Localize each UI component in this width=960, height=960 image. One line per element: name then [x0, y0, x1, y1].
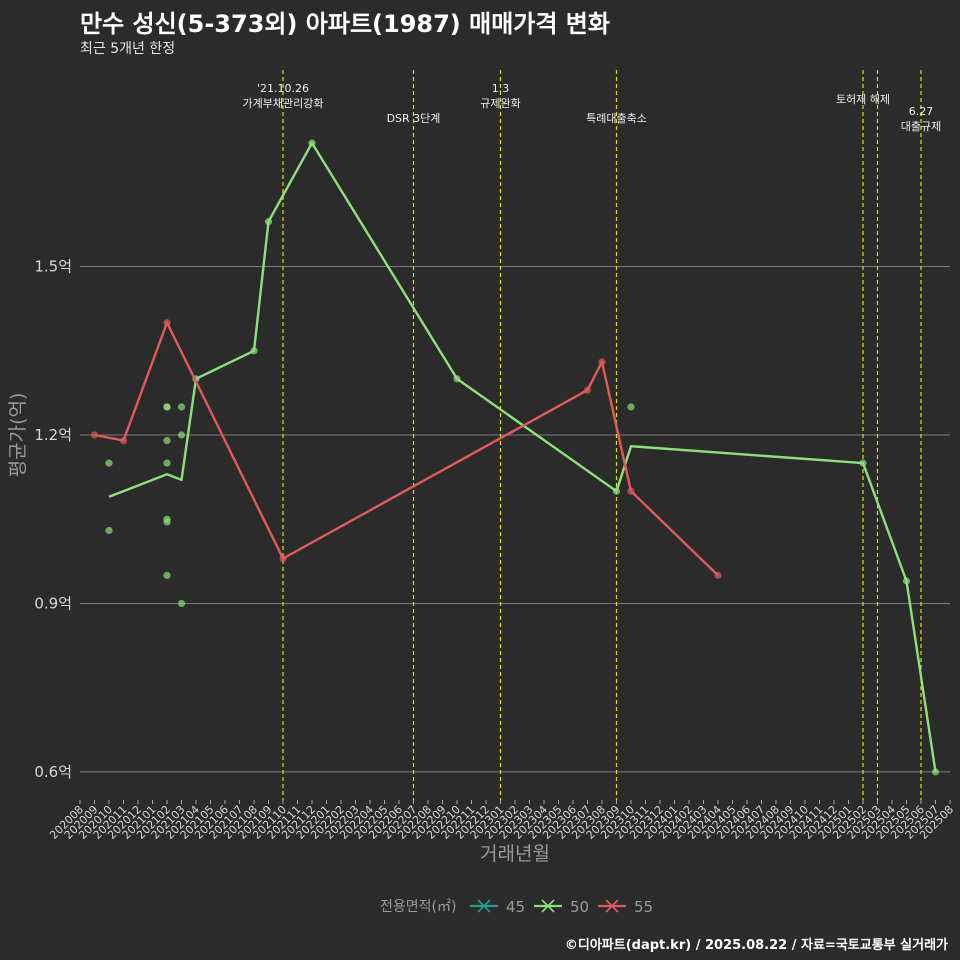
- x-axis-label: 거래년월: [480, 843, 550, 865]
- event-label: 토허제 해제: [836, 92, 890, 106]
- data-point-50: [163, 437, 171, 445]
- legend-key-cross: [477, 899, 491, 913]
- legend-label: 45: [506, 898, 525, 916]
- y-tick-label: 0.9억: [34, 594, 72, 612]
- legend-label: 50: [570, 898, 589, 916]
- series-line-50: [108, 141, 937, 773]
- event-label: '21.10.26 가계부채관리강화: [243, 82, 324, 110]
- data-point-50: [163, 518, 171, 526]
- y-axis-label: 평균가(억): [7, 393, 29, 478]
- data-point-50: [105, 526, 113, 535]
- data-point-50: [163, 459, 171, 467]
- data-point-50: [163, 571, 171, 579]
- y-tick-label: 0.6억: [34, 763, 72, 781]
- legend-key-cross: [541, 899, 555, 913]
- data-point-50: [627, 403, 635, 411]
- chart-title: 만수 성신(5-373외) 아파트(1987) 매매가격 변화: [80, 10, 610, 38]
- legend-label: 55: [634, 898, 653, 916]
- series-line-55: [94, 321, 719, 577]
- event-label: 6.27 대출규제: [901, 105, 941, 133]
- legend-item-50: 50: [534, 898, 589, 916]
- data-point-50: [931, 768, 940, 776]
- legend-key-cross: [605, 899, 619, 913]
- event-label: 1.3 규제완화: [480, 82, 520, 110]
- y-tick-label: 1.2억: [34, 426, 72, 444]
- event-label: DSR 3단계: [387, 112, 441, 125]
- y-tick-label: 1.5억: [34, 258, 72, 276]
- data-point-50: [177, 431, 186, 439]
- legend-item-55: 55: [598, 898, 653, 916]
- event-label: 특례대출축소: [586, 112, 647, 125]
- source-caption: ©디아파트(dapt.kr) / 2025.08.22 / 자료=국토교통부 실…: [564, 938, 948, 953]
- data-point-50: [177, 599, 186, 608]
- chart-subtitle: 최근 5개년 한정: [80, 41, 176, 57]
- data-point-50: [177, 403, 186, 411]
- data-point-50: [163, 403, 171, 411]
- legend-title: 전용면적(㎡): [380, 899, 456, 915]
- legend-item-45: 45: [470, 898, 525, 916]
- data-point-50: [105, 459, 113, 467]
